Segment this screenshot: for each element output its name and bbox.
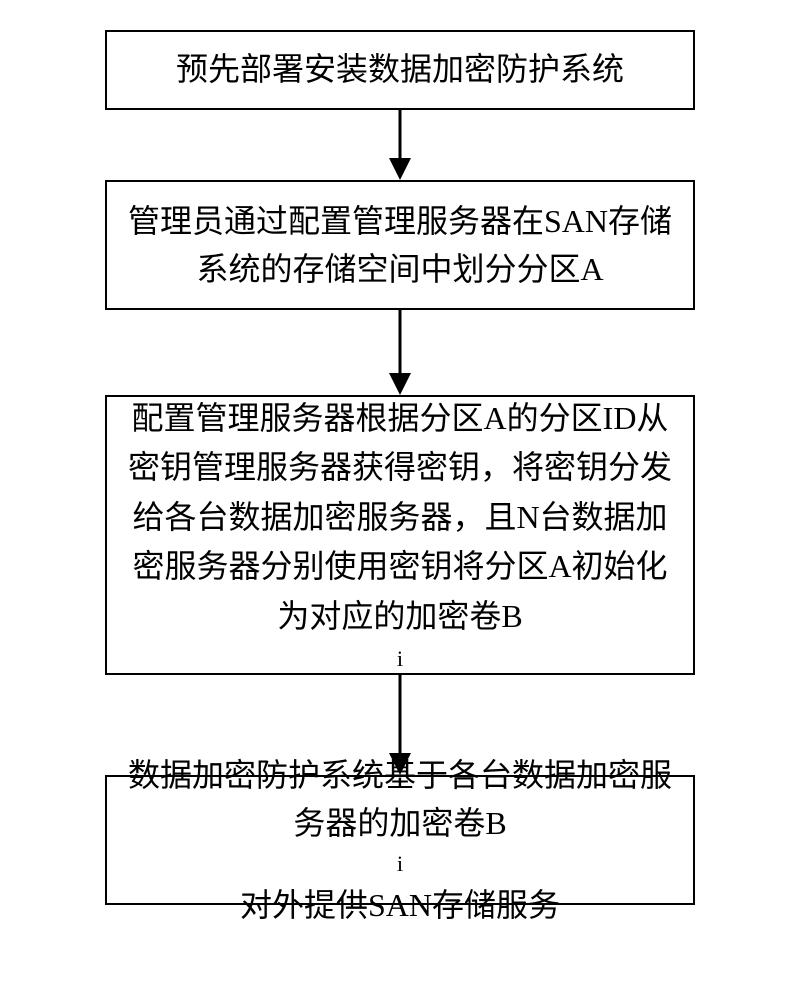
flowchart-canvas: 预先部署安装数据加密防护系统 管理员通过配置管理服务器在SAN存储系统的存储空间… — [0, 0, 802, 1000]
flow-node-3: 配置管理服务器根据分区A的分区ID从密钥管理服务器获得密钥，将密钥分发给各台数据… — [105, 395, 695, 675]
flow-node-2-text: 管理员通过配置管理服务器在SAN存储系统的存储空间中划分分区A — [127, 197, 673, 293]
flow-node-3-text: 配置管理服务器根据分区A的分区ID从密钥管理服务器获得密钥，将密钥分发给各台数据… — [122, 394, 678, 677]
flow-node-1: 预先部署安装数据加密防护系统 — [105, 30, 695, 110]
flow-node-1-text: 预先部署安装数据加密防护系统 — [127, 49, 673, 91]
flow-node-2: 管理员通过配置管理服务器在SAN存储系统的存储空间中划分分区A — [105, 180, 695, 310]
flow-arrow-1 — [389, 110, 411, 180]
flow-arrow-2 — [389, 310, 411, 395]
flow-node-4-text: 数据加密防护系统基于各台数据加密服务器的加密卷Bi对外提供SAN存储服务 — [122, 751, 678, 929]
flow-node-4: 数据加密防护系统基于各台数据加密服务器的加密卷Bi对外提供SAN存储服务 — [105, 775, 695, 905]
